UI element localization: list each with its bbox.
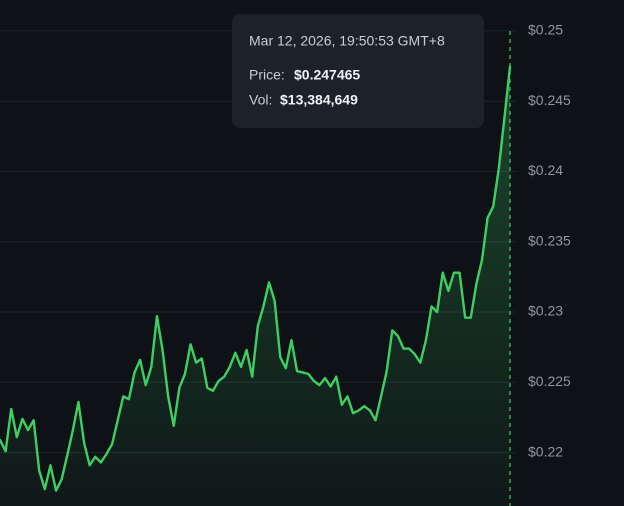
price-line: [0, 65, 512, 492]
tooltip-time: Mar 12, 2026, 19:50:53 GMT+8: [249, 33, 445, 49]
y-tick-label: $0.225: [528, 373, 571, 389]
tooltip-price-label: Price:: [249, 67, 285, 83]
y-tick-label: $0.24: [528, 162, 563, 178]
plot: [0, 65, 512, 506]
area: [0, 66, 510, 506]
y-tick-label: $0.25: [528, 22, 563, 38]
tooltip-box: [232, 14, 484, 128]
y-tick-label: $0.235: [528, 232, 571, 248]
y-tick-label: $0.22: [528, 443, 563, 459]
y-tick-label: $0.245: [528, 92, 571, 108]
y-tick-label: $0.23: [528, 303, 563, 319]
tooltip-vol: $13,384,649: [280, 92, 358, 108]
tooltip-price: $0.247465: [294, 67, 360, 83]
tooltip: Mar 12, 2026, 19:50:53 GMT+8 Price: $0.2…: [232, 14, 484, 128]
tooltip-vol-label: Vol:: [249, 92, 272, 108]
